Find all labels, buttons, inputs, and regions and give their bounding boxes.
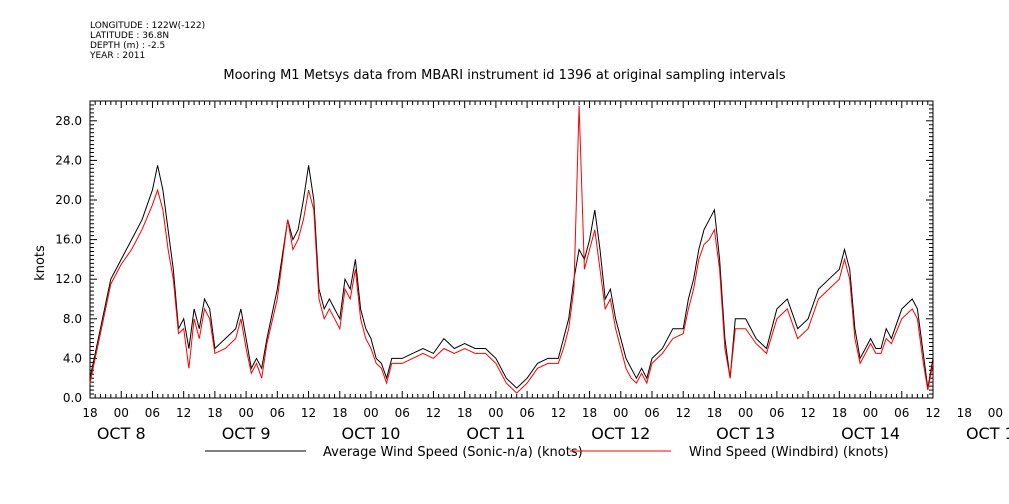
x-hour-label: 18: [582, 406, 597, 420]
longitude-label: LONGITUDE : 122W(-122): [90, 21, 206, 31]
chart-title: Mooring M1 Metsys data from MBARI instru…: [223, 68, 786, 83]
legend: Average Wind Speed (Sonic-n/a) (knots) Wi…: [205, 445, 889, 460]
series-line-1: [89, 165, 934, 389]
x-hour-label: 18: [207, 406, 222, 420]
x-day-label: OCT 12: [591, 424, 650, 443]
x-day-label: OCT 8: [97, 424, 146, 443]
x-hour-label: 00: [738, 406, 753, 420]
x-hour-label: 00: [613, 406, 628, 420]
legend-label-2: Wind Speed (Windbird) (knots): [689, 445, 889, 460]
x-hour-label: 12: [426, 406, 441, 420]
x-day-label: OCT 11: [466, 424, 525, 443]
x-hour-label: 06: [894, 406, 909, 420]
x-hour-label: 06: [395, 406, 410, 420]
x-hour-label: 12: [551, 406, 566, 420]
x-day-label: OCT 15: [966, 424, 1009, 443]
year-label: YEAR : 2011: [90, 51, 146, 61]
x-hour-label: 18: [332, 406, 347, 420]
x-hour-label: 06: [769, 406, 784, 420]
x-hour-label: 00: [238, 406, 253, 420]
x-hour-label: 18: [457, 406, 472, 420]
y-tick-label: 8.0: [63, 312, 82, 326]
x-hour-label: 00: [363, 406, 378, 420]
legend-label-1: Average Wind Speed (Sonic-n/a) (knots): [323, 445, 583, 460]
depth-label: DEPTH (m) : -2.5: [90, 41, 166, 51]
x-hour-label: 06: [519, 406, 534, 420]
x-day-label: OCT 9: [222, 424, 271, 443]
x-hour-label: 12: [301, 406, 316, 420]
x-day-label: OCT 14: [841, 424, 900, 443]
x-hour-label: 00: [988, 406, 1003, 420]
x-hour-label: 12: [925, 406, 940, 420]
series-line-2: [89, 105, 934, 394]
y-tick-label: 16.0: [55, 233, 82, 247]
x-hour-label: 18: [82, 406, 97, 420]
x-hour-label: 12: [800, 406, 815, 420]
axes-group: 18 00 06 12 18 00 06 12 18 00 06 12 18 00 06 12 18 00 06 12…: [55, 100, 1009, 443]
x-hour-label: 18: [957, 406, 972, 420]
x-hour-label: 18: [832, 406, 847, 420]
y-tick-label: 4.0: [63, 351, 82, 365]
x-hour-label: 06: [644, 406, 659, 420]
metadata-block: LONGITUDE : 122W(-122) LATITUDE : 36.8N …: [90, 21, 205, 61]
x-hour-label: 06: [145, 406, 160, 420]
x-day-label: OCT 10: [342, 424, 401, 443]
x-day-label: OCT 13: [716, 424, 775, 443]
x-hour-label: 06: [270, 406, 285, 420]
plot-frame: [89, 100, 934, 399]
x-hour-label: 00: [863, 406, 878, 420]
y-tick-label: 20.0: [55, 193, 82, 207]
y-tick-label: 0.0: [63, 391, 82, 405]
y-tick-label: 12.0: [55, 272, 82, 286]
series-lines: [89, 105, 934, 394]
x-hour-label: 00: [114, 406, 129, 420]
latitude-label: LATITUDE : 36.8N: [90, 31, 170, 41]
x-hour-label: 12: [676, 406, 691, 420]
x-hour-label: 12: [176, 406, 191, 420]
x-hour-label: 00: [488, 406, 503, 420]
x-hour-label: 18: [707, 406, 722, 420]
y-tick-label: 28.0: [55, 114, 82, 128]
y-tick-label: 24.0: [55, 153, 82, 167]
y-axis-label: knots: [33, 245, 48, 281]
